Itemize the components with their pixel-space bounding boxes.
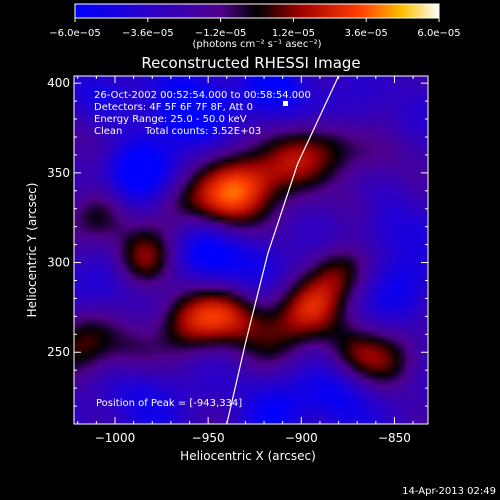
heatmap-image: [74, 76, 428, 424]
colorbar-tick-label: −3.6e−05: [122, 28, 174, 39]
x-tick-label: −850: [378, 431, 411, 445]
solar-limb-curve: [226, 76, 340, 424]
annotation-peak-position: Position of Peak = [-943,334]: [96, 398, 242, 409]
x-tick-label: −900: [285, 431, 318, 445]
colorbar-ticks: −6.0e−05 −3.6e−05 −1.2e−05 1.2e−05 3.6e−05 6.…: [49, 18, 461, 39]
colorbar-units-label: (photons cm⁻² s⁻¹ asec⁻²): [192, 39, 321, 50]
plot-frame: [73, 75, 429, 425]
annotation-energy-range: Energy Range: 25.0 - 50.0 keV: [94, 114, 247, 125]
x-tick-label: −950: [192, 431, 225, 445]
y-tick-label: 300: [47, 256, 70, 270]
colorbar-tick-label: 1.2e−05: [272, 28, 315, 39]
annotation-total-counts: Total counts: 3.52E+03: [144, 126, 261, 137]
colorbar-tick-label: −6.0e−05: [49, 28, 101, 39]
y-axis-label: Heliocentric Y (arcsec): [25, 183, 39, 318]
timestamp: 14-Apr-2013 02:49: [402, 486, 496, 497]
colorbar-tick-label: −1.2e−05: [195, 28, 247, 39]
colorbar: [74, 3, 440, 19]
annotation-algorithm: Clean: [94, 126, 122, 137]
y-tick-label: 350: [47, 166, 70, 180]
x-tick-label: −1000: [95, 431, 136, 445]
x-axis-label: Heliocentric X (arcsec): [180, 449, 316, 463]
annotation-detectors: Detectors: 4F 5F 6F 7F 8F, Att 0: [94, 102, 253, 113]
chart-title: Reconstructed RHESSI Image: [141, 54, 360, 72]
colorbar-tick-label: 3.6e−05: [345, 28, 388, 39]
colorbar-tick-label: 6.0e−05: [417, 28, 460, 39]
detector-marker: [283, 101, 288, 106]
y-tick-label: 400: [47, 76, 70, 90]
y-axis-ticks: 250 300 350 400: [47, 76, 428, 407]
annotation-time-range: 26-Oct-2002 00:52:54.000 to 00:58:54.000: [94, 90, 311, 101]
y-tick-label: 250: [47, 345, 70, 359]
x-axis-ticks: −1000 −950 −900 −850: [77, 76, 414, 445]
